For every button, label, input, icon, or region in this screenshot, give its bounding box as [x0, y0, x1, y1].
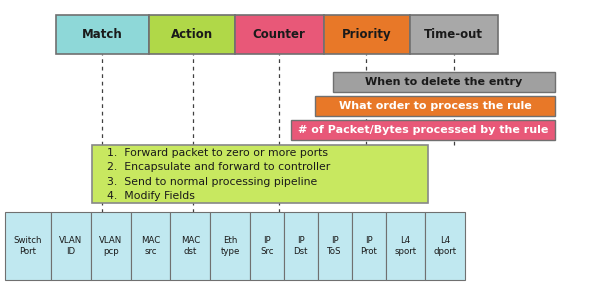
Text: VLAN
ID: VLAN ID — [59, 236, 83, 256]
Text: IP
Prot: IP Prot — [360, 236, 377, 256]
Text: L4
dport: L4 dport — [434, 236, 457, 256]
Text: MAC
src: MAC src — [141, 236, 160, 256]
Text: IP
Src: IP Src — [260, 236, 274, 256]
Text: IP
ToS: IP ToS — [327, 236, 342, 256]
Text: 3.  Send to normal processing pipeline: 3. Send to normal processing pipeline — [107, 177, 317, 187]
FancyBboxPatch shape — [410, 15, 498, 54]
Text: VLAN
pcp: VLAN pcp — [99, 236, 122, 256]
FancyBboxPatch shape — [51, 212, 91, 280]
FancyBboxPatch shape — [92, 145, 428, 203]
FancyBboxPatch shape — [210, 212, 250, 280]
Text: 1.  Forward packet to zero or more ports: 1. Forward packet to zero or more ports — [107, 148, 328, 158]
Text: Counter: Counter — [252, 28, 306, 41]
FancyBboxPatch shape — [318, 212, 352, 280]
Text: 2.  Encapsulate and forward to controller: 2. Encapsulate and forward to controller — [107, 162, 330, 172]
FancyBboxPatch shape — [5, 212, 51, 280]
FancyBboxPatch shape — [131, 212, 170, 280]
Text: When to delete the entry: When to delete the entry — [365, 77, 523, 87]
FancyBboxPatch shape — [56, 15, 148, 54]
FancyBboxPatch shape — [315, 96, 555, 116]
FancyBboxPatch shape — [250, 212, 284, 280]
FancyBboxPatch shape — [425, 212, 465, 280]
FancyBboxPatch shape — [352, 212, 386, 280]
Text: MAC
dst: MAC dst — [181, 236, 200, 256]
FancyBboxPatch shape — [235, 15, 324, 54]
Text: Match: Match — [82, 28, 123, 41]
Text: L4
sport: L4 sport — [394, 236, 416, 256]
Text: What order to process the rule: What order to process the rule — [339, 101, 532, 111]
Text: IP
Dst: IP Dst — [293, 236, 308, 256]
Text: Action: Action — [170, 28, 213, 41]
FancyBboxPatch shape — [170, 212, 210, 280]
FancyBboxPatch shape — [284, 212, 318, 280]
FancyBboxPatch shape — [291, 120, 555, 140]
FancyBboxPatch shape — [386, 212, 425, 280]
FancyBboxPatch shape — [333, 72, 555, 92]
Text: 4.  Modify Fields: 4. Modify Fields — [107, 191, 195, 201]
FancyBboxPatch shape — [148, 15, 235, 54]
Text: Switch
Port: Switch Port — [14, 236, 42, 256]
Text: Eth
type: Eth type — [220, 236, 240, 256]
Text: # of Packet/Bytes processed by the rule: # of Packet/Bytes processed by the rule — [298, 125, 548, 135]
FancyBboxPatch shape — [324, 15, 410, 54]
FancyBboxPatch shape — [91, 212, 131, 280]
Text: Time-out: Time-out — [424, 28, 484, 41]
Text: Priority: Priority — [342, 28, 391, 41]
